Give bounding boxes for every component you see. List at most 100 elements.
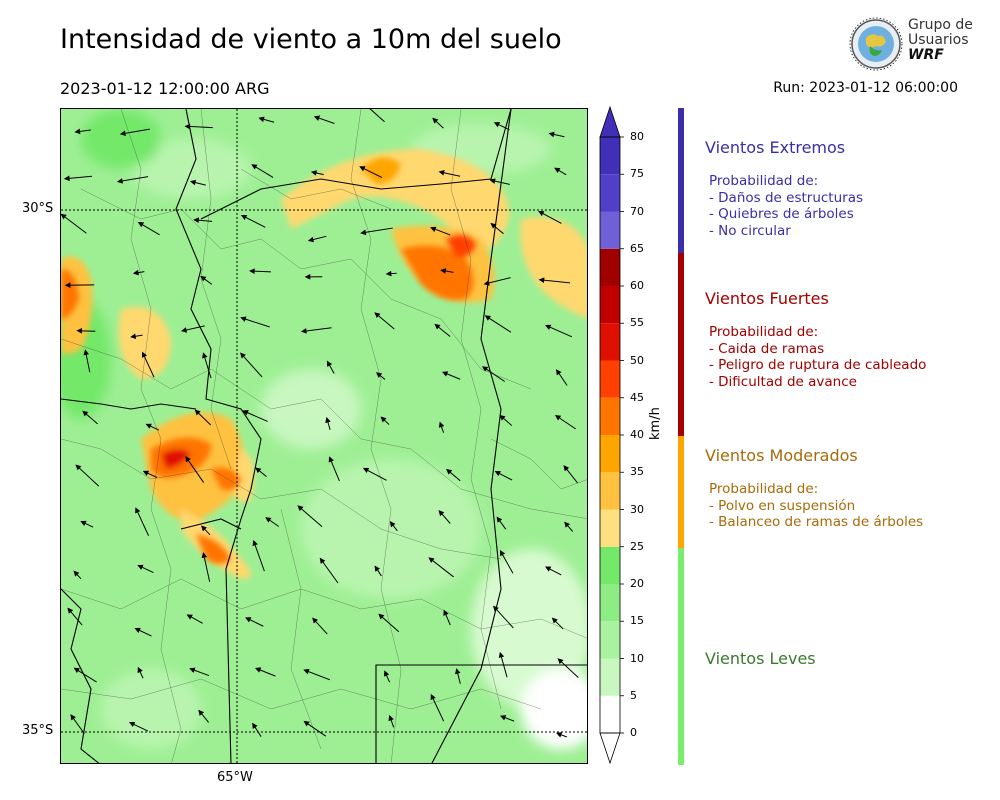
colorbar-tick-label: 5: [630, 688, 637, 702]
wind-arrow: [369, 109, 385, 123]
wind-arrow: [485, 315, 512, 333]
wind-arrow-head: [492, 605, 499, 612]
wind-arrow-head: [430, 693, 436, 701]
wind-arrow-head: [446, 468, 453, 475]
wind-arrow: [557, 658, 579, 678]
wind-arrow: [120, 128, 150, 135]
legend-extreme-winds: Vientos Extremos Probabilidad de: - Daño…: [705, 138, 863, 239]
wind-arrow-head: [119, 130, 126, 137]
wind-arrow-head: [297, 505, 304, 512]
legend-title: Vientos Fuertes: [705, 289, 829, 308]
wind-arrow-head: [251, 164, 258, 170]
legend-line: - Caida de ramas: [709, 340, 825, 357]
wind-arrow: [297, 505, 323, 528]
colorbar-segment: [600, 248, 620, 286]
legend-title: Vientos Extremos: [705, 138, 846, 157]
wrf-users-logo: Grupo de Usuarios WRF: [848, 16, 973, 72]
wind-arrow-head: [67, 607, 74, 614]
colorbar-tick-label: 40: [630, 428, 644, 441]
wind-arrow-head: [74, 128, 81, 135]
wind-arrow-head: [359, 166, 366, 172]
wind-arrow: [240, 352, 263, 378]
wind-arrow-head: [76, 328, 83, 334]
wind-arrow-head: [389, 521, 396, 528]
wind-arrow-head: [61, 213, 67, 220]
wind-vectors: [61, 109, 579, 738]
wind-arrow: [493, 606, 514, 629]
colorbar-tick-label: 15: [630, 614, 644, 628]
colorbar-segment: [600, 695, 620, 733]
legend-bar-moderate: [678, 436, 684, 548]
wind-arrow-head: [128, 721, 136, 728]
wind-arrow: [430, 694, 445, 722]
colorbar-segment: [600, 658, 620, 696]
legend-line: - Quiebres de árboles: [709, 206, 854, 222]
wind-arrow-head: [557, 658, 564, 665]
wind-arrow-head: [378, 613, 385, 620]
wind-arrow-head: [551, 617, 558, 624]
wind-arrow-head: [438, 170, 445, 176]
colorbar-segment: [600, 397, 620, 435]
wind-arrow-head: [556, 732, 563, 738]
globe-logo-icon: [849, 17, 903, 71]
colorbar-max-arrow: [599, 105, 621, 138]
wind-arrow-head: [499, 549, 506, 557]
wind-arrow-head: [201, 552, 208, 559]
legend-title: Vientos Moderados: [705, 446, 858, 465]
wind-arrow-head: [186, 614, 193, 620]
wind-arrow-head: [73, 570, 80, 577]
wind-arrow-head: [481, 366, 489, 372]
wind-arrow-head: [116, 178, 123, 184]
colorbar-tick-label: 25: [630, 539, 644, 553]
wind-arrow-head: [193, 217, 200, 224]
wind-arrow-head: [240, 214, 248, 221]
wind-arrow-head: [432, 117, 439, 124]
wind-arrow-head: [564, 521, 570, 528]
legend-line: Probabilidad de:: [709, 173, 819, 189]
wind-arrow-head: [499, 414, 506, 421]
lat-label-35s: 35°S: [22, 723, 54, 738]
colorbar-segment: [600, 472, 620, 510]
wind-arrow-head: [300, 328, 307, 334]
wind-arrow-head: [201, 525, 207, 532]
wind-arrow-head: [484, 315, 491, 321]
legend-line: Probabilidad de:: [709, 324, 819, 340]
colorbar-segment: [600, 286, 620, 324]
wind-arrow-head: [249, 268, 255, 274]
wind-arrow-head: [75, 464, 82, 471]
colorbar-segment: [600, 323, 620, 361]
wind-arrow-head: [430, 226, 437, 232]
colorbar-segment: [600, 435, 620, 473]
wind-arrow-head: [303, 668, 310, 675]
wind-arrow: [202, 553, 211, 582]
wind-arrow: [142, 352, 155, 378]
wind-arrow-head: [319, 557, 326, 564]
wind-arrow-head: [440, 268, 447, 274]
lon-label-65w: 65°W: [217, 770, 253, 785]
wind-arrow-head: [545, 324, 552, 330]
wind-arrow-head: [258, 116, 265, 123]
wind-arrow-head: [325, 416, 331, 424]
colorbar-segment: [600, 211, 620, 249]
wind-arrow-head: [374, 565, 380, 572]
wind-strong-zones: [61, 157, 476, 564]
wind-arrow-head: [80, 520, 87, 527]
legend-title: Vientos Leves: [705, 649, 816, 668]
logo-line-3: WRF: [908, 47, 944, 63]
colorbar-tick-label: 30: [630, 502, 644, 516]
wind-arrow-head: [443, 609, 449, 616]
legend-line: - Daños de estructuras: [709, 189, 864, 206]
wind-arrow-head: [374, 312, 381, 319]
province-borders: [61, 109, 587, 763]
colorbar-segment: [600, 137, 620, 175]
wind-arrow: [319, 558, 339, 584]
colorbar-segment: [600, 174, 620, 212]
legend-light-winds: Vientos Leves: [705, 649, 816, 684]
colorbar-min-arrow: [599, 732, 621, 765]
colorbar-tick-label: 20: [630, 577, 644, 590]
wind-arrow-head: [130, 333, 137, 340]
run-time-label: Run: 2023-01-12 06:00:00: [773, 80, 958, 96]
wind-arrow-head: [310, 170, 318, 176]
wind-arrow-head: [548, 131, 555, 138]
wind-arrow-head: [184, 123, 191, 130]
